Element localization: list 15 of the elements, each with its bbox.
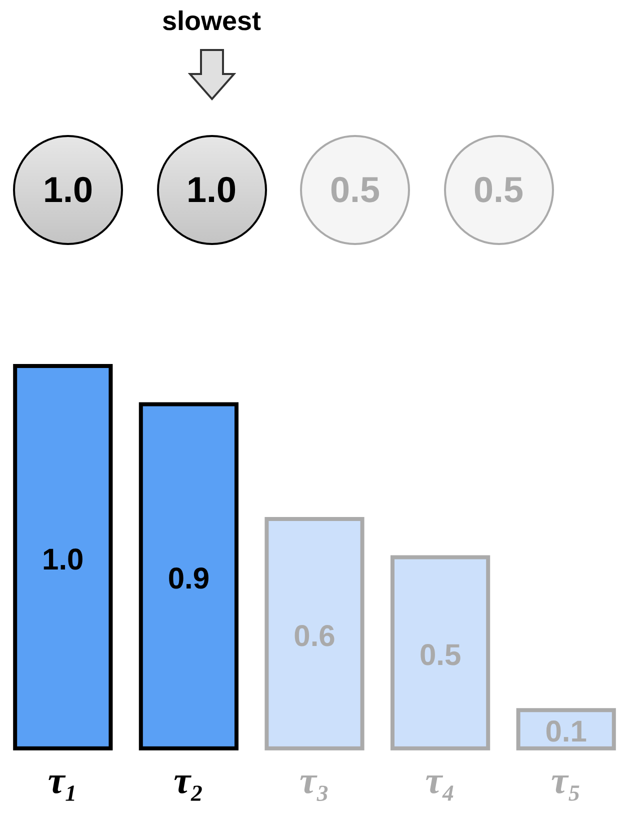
data-label: 1.0 [42, 543, 84, 576]
data-label: 0.6 [294, 620, 336, 653]
x-tick-label: τ₄ [425, 760, 456, 802]
data-label: 1.0 [156, 135, 266, 245]
data-label: 0.1 [545, 716, 587, 749]
x-tick-label: τ₂ [174, 760, 204, 802]
x-tick-label: τ₁ [48, 760, 78, 802]
data-label: 1.0 [13, 135, 123, 245]
x-tick-label: τ₃ [299, 760, 330, 802]
data-label: 0.5 [419, 639, 462, 672]
x-tick-label: τ₅ [551, 760, 582, 802]
data-label: 0.9 [168, 562, 210, 596]
data-label: 0.5 [300, 135, 410, 245]
text: slowest [162, 6, 262, 37]
data-label: 0.5 [444, 135, 554, 245]
